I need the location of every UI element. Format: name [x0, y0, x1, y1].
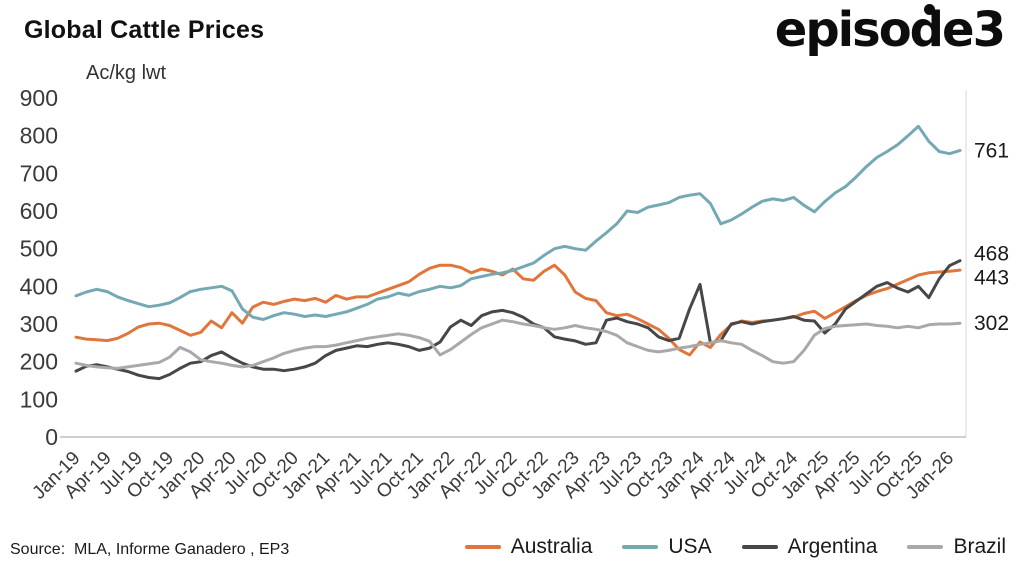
legend-item-argentina: Argentina [741, 535, 878, 559]
y-tick-label: 500 [20, 236, 58, 262]
end-value-label: 302 [974, 312, 1009, 335]
y-tick-label: 600 [20, 198, 58, 224]
source-note: Source: MLA, Informe Ganadero , EP3 [10, 541, 290, 558]
legend-label-argentina: Argentina [787, 535, 878, 558]
y-tick-label: 700 [20, 160, 58, 186]
y-tick-label: 900 [20, 85, 58, 111]
series-line-argentina [74, 259, 962, 381]
brazil-line-swatch [907, 545, 944, 549]
series-line-usa [74, 124, 962, 321]
legend-label-brazil: Brazil [953, 535, 1006, 558]
brand-logo-text: episode3 [774, 2, 1006, 58]
legend-label-australia: Australia [510, 535, 593, 558]
y-tick-label: 0 [45, 424, 58, 450]
y-tick-label: 100 [20, 386, 58, 412]
series-line-australia [74, 263, 962, 357]
legend-label-usa: USA [668, 535, 712, 558]
end-value-label: 468 [974, 242, 1009, 265]
australia-line-swatch [464, 545, 501, 549]
legend-item-usa: USA [622, 535, 712, 559]
y-tick-label: 200 [20, 349, 58, 375]
brand-logo-dot [924, 4, 936, 15]
end-value-label: 443 [974, 266, 1009, 289]
page-title: Global Cattle Prices [24, 16, 265, 44]
legend-item-australia: Australia [464, 535, 593, 559]
end-value-label: 761 [974, 139, 1009, 162]
y-tick-label: 800 [20, 123, 58, 149]
y-axis-unit-label: Ac/kg lwt [86, 62, 167, 84]
brand-logo: episode3 [775, 4, 1006, 54]
legend-item-brazil: Brazil [907, 535, 1006, 559]
argentina-line-swatch [741, 545, 778, 549]
y-tick-label: 300 [20, 311, 58, 337]
y-tick-label: 400 [20, 273, 58, 299]
chart-legend: Australia USA Argentina Brazil [464, 535, 1006, 559]
usa-line-swatch [622, 545, 659, 549]
series-line-brazil [74, 318, 962, 370]
